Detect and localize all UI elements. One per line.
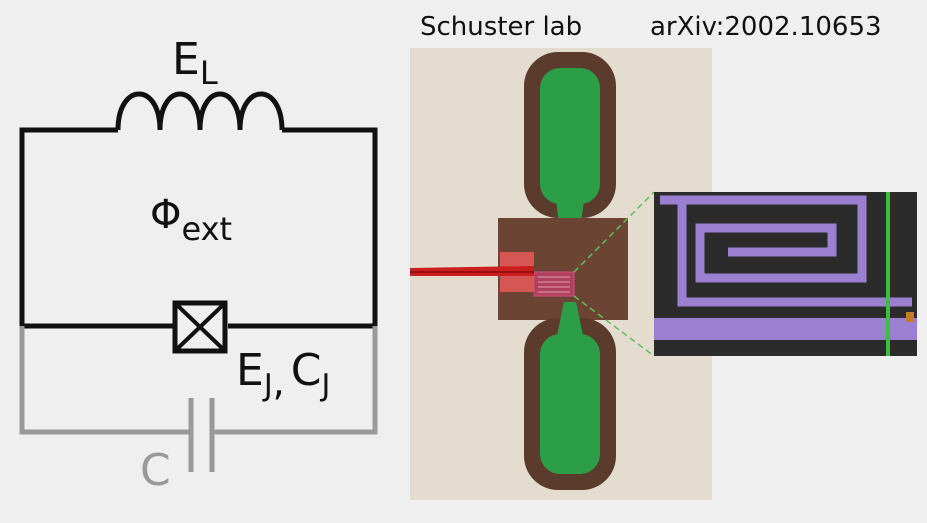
zoom-line-top <box>573 191 655 273</box>
bottom-pad-taper <box>556 302 584 340</box>
shunt-capacitor-wire <box>19 326 378 435</box>
inductor-label: EL <box>172 34 218 92</box>
feedline <box>410 266 534 276</box>
lab-label: Schuster lab <box>420 12 583 42</box>
inset-bottom-electrode <box>654 318 917 340</box>
meander-trace <box>660 195 867 283</box>
capacitor-label: C <box>140 445 171 496</box>
zoom-line-bottom <box>573 295 655 357</box>
circuit-loop-wire <box>19 127 378 329</box>
top-pad <box>540 68 600 204</box>
meander-inset <box>654 192 917 356</box>
flux-label: Φext <box>150 192 232 248</box>
inductor-region-lines <box>538 276 570 293</box>
inset-junction-mark <box>906 312 914 322</box>
josephson-junction-symbol <box>172 300 228 354</box>
circuit-diagram: EL Φext EJ, CJ C <box>19 34 378 496</box>
bottom-pad <box>540 334 600 474</box>
arxiv-reference: arXiv:2002.10653 <box>650 12 882 42</box>
inductor-coil <box>115 91 285 131</box>
meander-outer-trace <box>677 200 912 307</box>
junction-label: EJ, CJ <box>236 345 330 404</box>
